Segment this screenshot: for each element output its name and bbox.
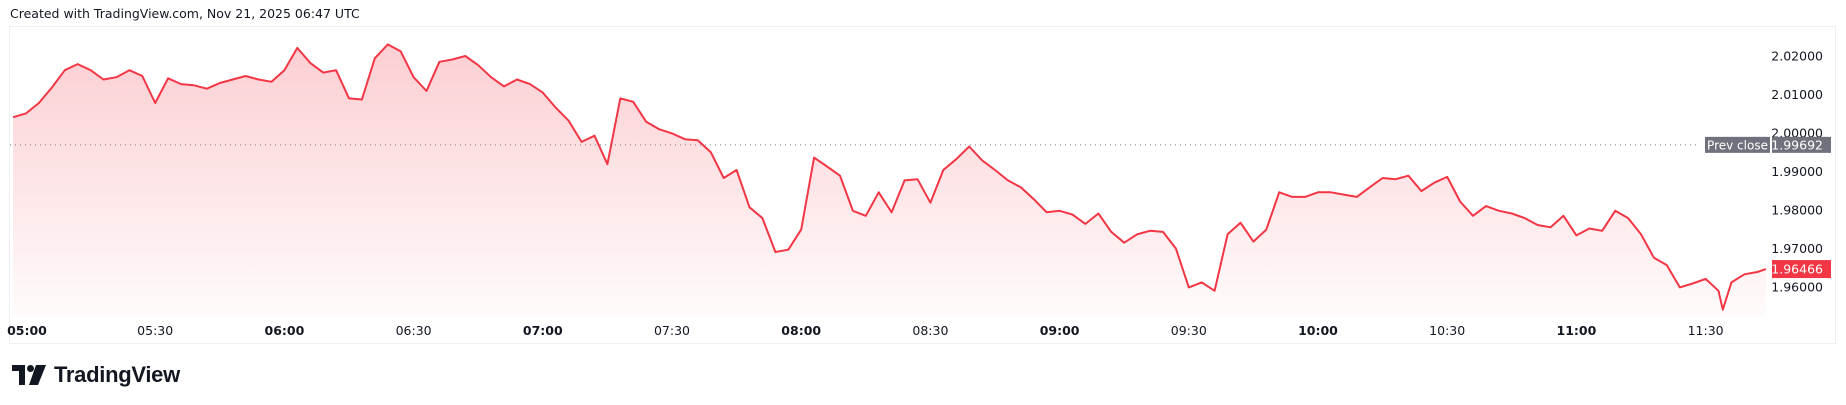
x-tick-label: 11:30 — [1688, 323, 1724, 338]
area-fill — [13, 44, 1766, 317]
prev-close-tag — [1705, 136, 1770, 153]
chart-credit: Created with TradingView.com, Nov 21, 20… — [10, 6, 360, 21]
x-tick-label: 09:30 — [1171, 323, 1207, 338]
y-tick-label: 1.97000 — [1771, 241, 1823, 256]
x-tick-label: 10:00 — [1298, 323, 1338, 338]
tradingview-logo-text: TradingView — [54, 362, 180, 387]
y-tick-label: 2.00000 — [1771, 126, 1823, 141]
y-tick-label: 2.02000 — [1771, 49, 1823, 64]
x-tick-label: 05:00 — [7, 323, 47, 338]
chart-frame — [9, 26, 1836, 344]
x-tick-label: 08:00 — [781, 323, 821, 338]
x-tick-label: 06:00 — [265, 323, 305, 338]
tradingview-logo-icon — [12, 365, 46, 385]
y-tick-label: 1.98000 — [1771, 203, 1823, 218]
price-line — [12, 43, 1767, 311]
x-tick-label: 09:00 — [1040, 323, 1080, 338]
x-tick-label: 11:00 — [1557, 323, 1597, 338]
y-tick-label: 1.99000 — [1771, 164, 1823, 179]
y-tick-label: 1.96000 — [1771, 280, 1823, 295]
x-tick-label: 08:30 — [912, 323, 948, 338]
prev-close-value-tag — [1772, 136, 1831, 153]
last-price-tag — [1772, 260, 1831, 279]
x-tick-label: 05:30 — [137, 323, 173, 338]
last-price-value: 1.96466 — [1771, 262, 1823, 277]
x-tick-label: 07:00 — [523, 323, 563, 338]
prev-close-value: 1.99692 — [1771, 137, 1823, 152]
prev-close-tag-label: Prev close — [1707, 138, 1768, 152]
tradingview-logo[interactable]: TradingView — [12, 362, 180, 388]
x-tick-label: 06:30 — [396, 323, 432, 338]
x-tick-label: 07:30 — [654, 323, 690, 338]
x-tick-label: 10:30 — [1429, 323, 1465, 338]
y-tick-label: 2.01000 — [1771, 87, 1823, 102]
